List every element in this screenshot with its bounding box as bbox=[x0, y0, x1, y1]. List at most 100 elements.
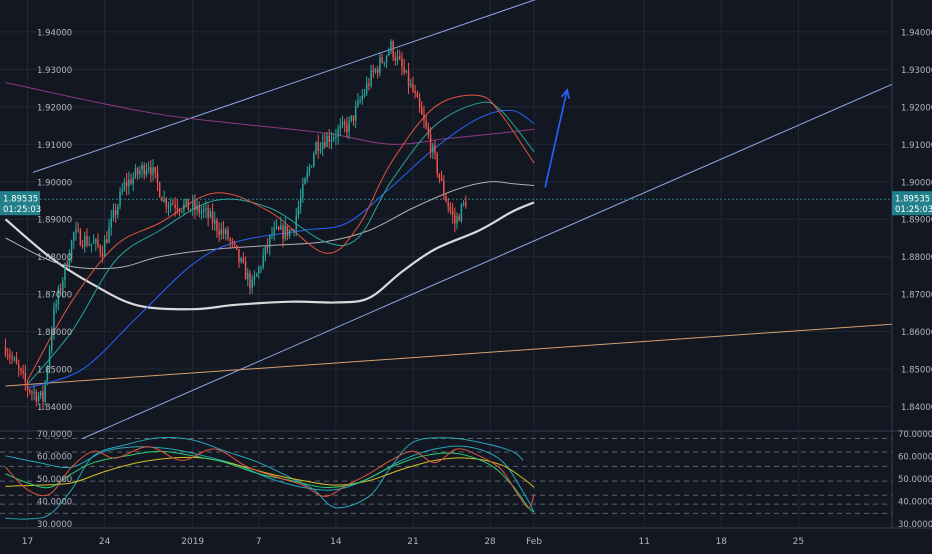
price-tick-label-left: 1.87000 bbox=[37, 291, 72, 301]
candle-body bbox=[176, 207, 179, 210]
candle-body bbox=[297, 206, 300, 216]
lower-channel bbox=[82, 83, 893, 439]
candle-body bbox=[156, 171, 159, 183]
current-price-label-left: 1.89535 bbox=[3, 195, 38, 205]
moving-average-purple bbox=[5, 81, 535, 145]
candle-body bbox=[306, 172, 308, 179]
price-tick-label-left: 1.88000 bbox=[37, 253, 72, 263]
candle-body bbox=[9, 355, 11, 358]
candle-body bbox=[134, 168, 137, 178]
price-tick-label-right: 1.91000 bbox=[901, 141, 932, 151]
rsi-tick-label-right: 50.0000 bbox=[898, 475, 932, 485]
candle-body bbox=[191, 201, 194, 210]
candle-body bbox=[456, 216, 458, 224]
candle-body bbox=[396, 56, 399, 61]
candle-body bbox=[335, 136, 337, 138]
time-tick-label: 7 bbox=[256, 537, 262, 547]
candle-body bbox=[343, 121, 346, 125]
candle-body bbox=[425, 120, 427, 128]
price-tick-label-left: 1.86000 bbox=[37, 328, 72, 338]
rsi-tick-label-left: 50.0000 bbox=[37, 475, 72, 485]
candle-body bbox=[383, 62, 386, 64]
candle-body bbox=[376, 69, 379, 73]
candle-body bbox=[44, 381, 46, 402]
candle-body bbox=[53, 307, 55, 335]
candle-body bbox=[64, 263, 66, 281]
candle-body bbox=[88, 244, 90, 246]
candle-body bbox=[319, 148, 322, 151]
time-tick-label: 25 bbox=[793, 537, 804, 547]
candle-body bbox=[357, 100, 359, 107]
candle-body bbox=[218, 230, 220, 235]
candle-body bbox=[416, 93, 419, 98]
candle-body bbox=[229, 239, 231, 242]
candle-body bbox=[247, 272, 249, 280]
candle-body bbox=[158, 182, 161, 198]
candle-body bbox=[451, 210, 454, 216]
rsi-tick-label-left: 40.0000 bbox=[37, 497, 72, 507]
candle-body bbox=[42, 391, 44, 402]
candle-body bbox=[423, 114, 425, 121]
candle-body bbox=[165, 198, 168, 207]
candle-body bbox=[392, 41, 394, 58]
candle-body bbox=[112, 210, 115, 218]
candle-body bbox=[438, 173, 441, 179]
price-tick-label-right: 1.85000 bbox=[901, 366, 932, 376]
candle-body bbox=[403, 67, 405, 73]
candle-body bbox=[180, 210, 183, 212]
candle-body bbox=[341, 121, 344, 126]
candle-body bbox=[75, 229, 77, 233]
candle-body bbox=[198, 205, 201, 213]
time-tick-label: 14 bbox=[330, 537, 342, 547]
moving-average-white bbox=[4, 201, 535, 311]
candle-body bbox=[443, 180, 445, 197]
candle-body bbox=[359, 100, 361, 102]
candle-body bbox=[332, 137, 335, 140]
candle-body bbox=[365, 83, 368, 94]
candle-body bbox=[200, 211, 203, 213]
rsi-line-cyan-1 bbox=[5, 445, 535, 513]
price-tick-label-right: 1.92000 bbox=[901, 103, 932, 113]
candle-body bbox=[458, 216, 460, 222]
candle-body bbox=[339, 125, 342, 129]
time-tick-label: 18 bbox=[716, 537, 728, 547]
price-tick-label-left: 1.89000 bbox=[37, 216, 72, 226]
current-price-label-right: 1.89535 bbox=[895, 195, 930, 205]
candle-body bbox=[233, 241, 236, 246]
candle-body bbox=[310, 165, 313, 168]
candle-body bbox=[194, 201, 196, 211]
up-arrow-head bbox=[560, 88, 570, 99]
candle-body bbox=[269, 235, 271, 248]
rsi-line-red-4 bbox=[5, 446, 535, 509]
candle-body bbox=[330, 139, 333, 142]
candle-body bbox=[178, 209, 181, 211]
candle-body bbox=[37, 395, 40, 402]
candle-body bbox=[121, 189, 123, 193]
candle-body bbox=[436, 153, 438, 174]
upper-channel bbox=[32, 0, 536, 173]
rsi-line-yellow-2 bbox=[5, 456, 535, 488]
candle-body bbox=[57, 288, 60, 304]
current-price-timer-right: 01:25:03 bbox=[895, 205, 932, 215]
candle-body bbox=[465, 202, 467, 207]
candle-body bbox=[462, 202, 465, 205]
price-tick-label-left: 1.85000 bbox=[37, 366, 72, 376]
candle-body bbox=[31, 392, 33, 394]
candle-body bbox=[22, 370, 24, 373]
candle-body bbox=[125, 181, 128, 187]
candle-body bbox=[240, 258, 242, 262]
candle-body bbox=[238, 249, 240, 262]
grid bbox=[0, 0, 932, 529]
candle-body bbox=[282, 225, 284, 239]
candle-body bbox=[288, 229, 291, 237]
candle-body bbox=[350, 115, 353, 121]
long-trendline bbox=[5, 323, 893, 387]
candle-body bbox=[304, 178, 306, 185]
candle-body bbox=[97, 239, 99, 246]
candle-body bbox=[227, 229, 229, 240]
candle-body bbox=[321, 142, 324, 149]
candle-body bbox=[99, 245, 101, 253]
candle-body bbox=[68, 258, 71, 268]
